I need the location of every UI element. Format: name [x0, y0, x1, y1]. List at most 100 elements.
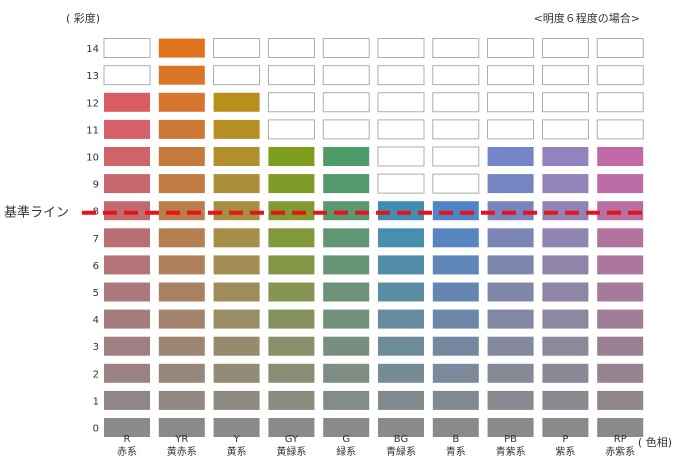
color-cell-gy-8 — [268, 201, 315, 221]
color-cell-p-10 — [542, 147, 589, 166]
hue-name-label: 青系 — [446, 445, 466, 458]
color-cell-pb-6 — [487, 255, 534, 275]
color-cell-y-7 — [213, 228, 260, 248]
color-cell-p-4 — [542, 309, 589, 329]
chroma-tick-label: 14 — [86, 44, 99, 55]
color-cell-yr-12 — [158, 92, 205, 112]
color-cell-yr-7 — [158, 228, 205, 248]
hue-name-label: 青緑系 — [386, 445, 416, 458]
color-cell-gy-9 — [268, 174, 315, 194]
color-cell-y-5 — [213, 282, 260, 302]
color-cell-yr-4 — [158, 309, 205, 329]
chroma-tick-label: 4 — [93, 315, 99, 326]
hue-name-label: 緑系 — [336, 445, 356, 458]
color-cell-yr-13 — [158, 65, 205, 85]
color-cell-rp-4 — [597, 309, 644, 329]
chroma-tick-label: 3 — [93, 342, 99, 353]
hue-name-label: 赤紫系 — [605, 446, 635, 458]
color-cell-yr-0 — [158, 418, 205, 437]
color-cell-p-12 — [542, 92, 589, 113]
color-cell-gy-6 — [268, 255, 315, 275]
color-cell-p-9 — [542, 174, 589, 194]
color-cell-r-9 — [104, 174, 150, 194]
color-cell-gy-0 — [268, 418, 315, 437]
condition-note: <明度６程度の場合> — [534, 11, 640, 25]
hue-code-label: P — [562, 434, 568, 445]
color-cell-b-11 — [432, 119, 480, 140]
color-cell-y-11 — [213, 119, 260, 139]
color-cell-bg-1 — [378, 390, 424, 410]
color-cell-bg-3 — [378, 336, 424, 356]
color-cell-y-3 — [213, 336, 260, 356]
color-cell-p-0 — [542, 418, 589, 437]
color-cell-rp-3 — [597, 336, 644, 356]
color-cell-b-10 — [432, 146, 480, 167]
color-cell-pb-11 — [487, 119, 535, 140]
color-cell-bg-6 — [378, 255, 424, 275]
color-cell-y-9 — [213, 174, 260, 194]
chroma-tick-label: 12 — [86, 98, 99, 109]
color-cell-gy-11 — [267, 119, 315, 140]
color-cell-p-11 — [542, 119, 589, 140]
color-cell-gy-2 — [268, 363, 315, 383]
color-cell-g-11 — [322, 119, 370, 140]
color-cell-pb-0 — [487, 418, 534, 437]
hue-name-label: 紫系 — [555, 446, 575, 458]
color-cell-bg-11 — [377, 119, 425, 140]
hue-code-label: R — [124, 434, 131, 445]
hue-name-label: 赤系 — [117, 446, 137, 458]
color-cell-gy-14 — [267, 38, 315, 58]
color-cell-yr-10 — [158, 147, 205, 166]
chroma-tick-label: 7 — [93, 234, 99, 245]
color-cell-b-0 — [432, 418, 479, 437]
color-cell-b-5 — [432, 282, 479, 302]
color-cell-grid — [103, 38, 644, 437]
color-cell-gy-1 — [268, 390, 315, 410]
hue-code-label: GY — [285, 434, 299, 445]
color-cell-g-1 — [323, 390, 370, 410]
color-cell-p-6 — [542, 255, 589, 275]
color-cell-r-0 — [104, 418, 150, 437]
color-cell-yr-1 — [158, 390, 205, 410]
color-cell-rp-0 — [597, 418, 644, 437]
color-cell-g-9 — [323, 174, 370, 194]
color-cell-p-3 — [542, 336, 589, 356]
color-cell-y-1 — [213, 390, 260, 410]
color-cell-b-12 — [432, 92, 480, 113]
color-cell-r-10 — [104, 147, 150, 166]
color-cell-p-14 — [542, 38, 589, 58]
color-cell-g-2 — [323, 363, 370, 383]
color-cell-r-2 — [104, 363, 150, 383]
hue-code-label: B — [452, 434, 459, 445]
color-cell-r-3 — [104, 336, 150, 356]
x-axis-title: ( 色相) — [638, 435, 672, 449]
color-cell-gy-4 — [268, 309, 315, 329]
color-cell-pb-7 — [487, 228, 534, 248]
color-cell-pb-2 — [487, 363, 534, 383]
color-cell-b-6 — [432, 255, 479, 275]
color-cell-r-11 — [104, 119, 150, 139]
color-cell-rp-6 — [597, 255, 644, 275]
color-cell-rp-10 — [597, 147, 644, 166]
color-cell-p-7 — [542, 228, 589, 248]
color-cell-r-12 — [104, 92, 150, 112]
color-cell-g-12 — [322, 92, 370, 113]
color-cell-bg-12 — [377, 92, 425, 113]
color-cell-pb-3 — [487, 336, 534, 356]
color-cell-gy-10 — [268, 147, 315, 166]
color-cell-bg-0 — [378, 418, 424, 437]
y-axis-title: ( 彩度) — [66, 11, 100, 25]
color-cell-yr-9 — [158, 174, 205, 194]
color-cell-gy-12 — [267, 92, 315, 113]
color-cell-y-12 — [213, 92, 260, 112]
hue-code-label: PB — [504, 434, 517, 445]
chroma-tick-label: 11 — [86, 125, 99, 136]
color-cell-pb-10 — [487, 147, 534, 166]
color-cell-rp-12 — [596, 92, 644, 113]
color-cell-gy-13 — [267, 65, 315, 86]
chroma-tick-label: 1 — [93, 396, 99, 407]
color-cell-pb-9 — [487, 174, 534, 194]
color-cell-r-13 — [103, 65, 151, 86]
color-cell-bg-13 — [377, 65, 425, 86]
color-cell-pb-1 — [487, 390, 534, 410]
